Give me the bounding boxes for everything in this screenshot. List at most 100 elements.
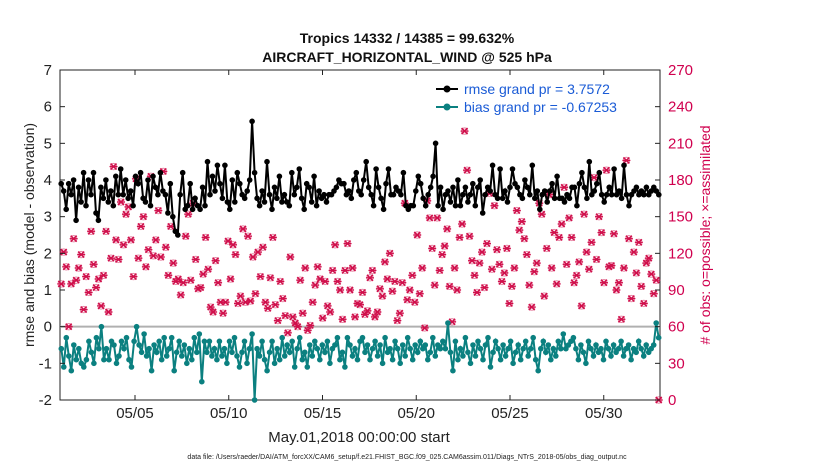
series-point-bias xyxy=(502,353,509,359)
series-point-rmse xyxy=(467,191,474,198)
obs-possible-marker xyxy=(396,309,404,317)
obs-possible-marker xyxy=(515,226,524,234)
obs-possible-marker xyxy=(473,288,481,297)
series-point-rmse xyxy=(413,188,419,194)
obs-count-group xyxy=(57,127,663,404)
series-point-rmse xyxy=(410,202,417,209)
obs-possible-marker xyxy=(637,282,646,291)
series-point-bias xyxy=(322,349,328,356)
right-y-tick-label: 0 xyxy=(668,392,676,409)
series-point-rmse xyxy=(261,199,268,205)
series-point-rmse xyxy=(117,166,124,172)
obs-possible-marker xyxy=(490,201,499,210)
series-point-bias xyxy=(598,345,604,352)
obs-possible-marker xyxy=(84,288,93,297)
obs-possible-marker xyxy=(645,254,653,262)
series-point-bias xyxy=(477,345,484,352)
obs-possible-marker xyxy=(346,286,354,294)
obs-possible-marker xyxy=(363,307,372,315)
series-point-rmse xyxy=(460,191,466,198)
series-point-bias xyxy=(655,334,662,341)
right-y-axis-ticks: 0 30 60 90 120 150 180 210 240 270 xyxy=(655,62,693,409)
x-tick-label: 05/05 xyxy=(116,405,154,422)
obs-possible-marker xyxy=(164,271,172,280)
series-point-bias xyxy=(266,349,273,356)
series-point-bias xyxy=(342,364,348,370)
obs-possible-marker xyxy=(57,280,65,288)
series-point-bias xyxy=(397,360,404,367)
obs-possible-marker xyxy=(480,283,489,292)
series-point-rmse xyxy=(313,202,320,209)
obs-possible-marker xyxy=(525,281,533,289)
obs-possible-marker xyxy=(246,297,255,305)
obs-possible-marker xyxy=(174,275,182,283)
legend-rmse-label: rmse grand pr = 3.7572 xyxy=(464,81,610,97)
series-point-rmse xyxy=(390,191,397,198)
obs-possible-marker xyxy=(65,322,73,331)
series-point-bias xyxy=(392,338,398,345)
series-point-rmse xyxy=(425,191,432,198)
series-point-rmse xyxy=(306,184,313,191)
series-point-rmse xyxy=(311,173,317,180)
obs-possible-marker xyxy=(433,214,441,222)
series-point-bias xyxy=(407,345,414,352)
obs-possible-marker xyxy=(236,292,245,300)
series-point-rmse xyxy=(477,177,484,183)
obs-possible-marker xyxy=(567,233,576,242)
series-point-bias xyxy=(615,345,622,352)
series-point-bias xyxy=(211,345,218,352)
series-point-rmse xyxy=(73,217,79,224)
series-point-rmse xyxy=(256,202,263,209)
series-point-rmse xyxy=(241,195,248,202)
obs-possible-marker xyxy=(328,266,337,275)
series-point-bias xyxy=(522,338,529,345)
obs-possible-marker xyxy=(361,310,369,319)
series-point-bias xyxy=(324,338,331,345)
series-point-bias xyxy=(339,349,346,356)
obs-possible-marker xyxy=(264,304,272,313)
series-point-bias xyxy=(131,338,137,345)
obs-possible-marker xyxy=(187,276,195,284)
series-point-rmse xyxy=(504,199,511,205)
legend-box xyxy=(430,76,655,118)
obs-possible-marker xyxy=(254,248,262,256)
obs-possible-marker xyxy=(72,276,80,284)
obs-possible-marker xyxy=(455,233,464,242)
obs-possible-marker xyxy=(274,316,282,325)
series-point-bias xyxy=(111,342,117,348)
series-point-rmse xyxy=(167,180,174,187)
series-point-rmse xyxy=(207,191,213,198)
legend-bias-marker xyxy=(443,103,451,111)
legend-rmse-marker xyxy=(443,85,451,93)
obs-possible-marker xyxy=(134,254,143,262)
series-point-bias xyxy=(548,356,554,363)
series-point-bias xyxy=(229,349,235,356)
series-point-rmse xyxy=(189,206,196,213)
series-point-bias xyxy=(600,356,607,363)
obs-possible-marker xyxy=(336,286,344,294)
series-point-rmse xyxy=(422,202,429,209)
series-point-rmse xyxy=(370,202,377,209)
obs-possible-marker xyxy=(107,254,115,262)
legend: rmse grand pr = 3.7572 bias grand pr = -… xyxy=(430,76,655,118)
series-point-bias xyxy=(161,334,167,341)
series-point-bias xyxy=(251,397,258,403)
obs-possible-marker xyxy=(627,294,636,303)
obs-possible-marker xyxy=(635,238,643,247)
series-point-bias xyxy=(347,342,353,348)
right-y-tick-label: 180 xyxy=(668,172,693,189)
series-point-bias xyxy=(61,364,67,370)
obs-possible-marker xyxy=(77,250,85,259)
series-point-bias xyxy=(204,349,210,356)
series-point-bias xyxy=(369,345,376,352)
series-point-bias xyxy=(231,334,238,341)
obs-possible-marker xyxy=(403,296,412,304)
series-point-bias xyxy=(354,356,361,363)
obs-possible-marker xyxy=(127,236,135,244)
series-point-rmse xyxy=(462,184,469,191)
obs-possible-marker xyxy=(343,239,352,248)
series-point-bias xyxy=(171,367,177,374)
series-point-rmse xyxy=(63,206,69,213)
series-point-bias xyxy=(635,338,642,345)
